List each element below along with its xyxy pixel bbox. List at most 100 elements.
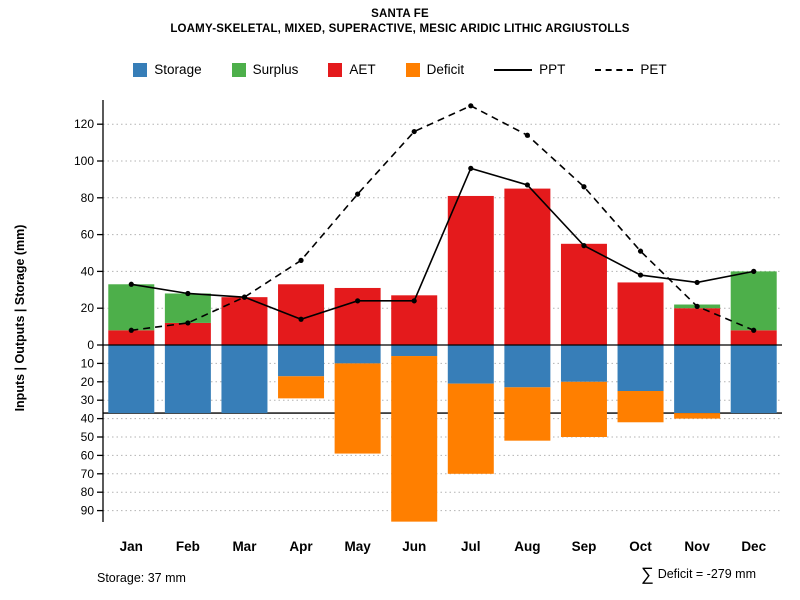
legend-label-storage: Storage [154,62,202,77]
x-label-nov: Nov [684,539,710,554]
pet-point-dec [751,327,757,333]
legend-item-ppt: PPT [494,62,565,77]
y-tick-label: 100 [74,154,94,168]
surplus-swatch-icon [231,62,246,77]
pet-point-sep [581,184,587,190]
ppt-point-jan [128,281,134,287]
pet-point-jan [128,327,134,333]
bar-aet-aug [504,188,551,345]
chart-legend: Storage Surplus AET Deficit PPT PET [0,62,800,77]
bar-surplus-dec [730,271,777,331]
deficit-sum-label: Deficit = -279 mm [657,567,756,581]
pet-point-aug [524,132,530,138]
x-label-feb: Feb [176,539,200,554]
bar-aet-jul [447,195,494,345]
bar-storage-mar [221,345,268,414]
legend-label-pet: PET [640,62,667,77]
y-tick-label: 40 [81,412,95,426]
bar-aet-feb [164,322,211,345]
bar-aet-dec [730,330,777,345]
bar-storage-apr [278,345,325,377]
ppt-line [131,167,754,321]
ppt-point-oct [637,272,644,278]
bar-surplus-jan [108,284,155,331]
bar-deficit-nov [674,413,721,419]
ppt-line-sample-icon [494,68,533,71]
bar-storage-oct [617,345,664,391]
pet-line [131,104,755,332]
pet-line-sample-icon [595,68,634,71]
bar-aet-mar [221,297,268,345]
bar-storage-jul [447,345,494,384]
y-tick-label: 80 [81,485,95,499]
legend-item-deficit: Deficit [405,62,465,77]
legend-item-pet: PET [595,62,667,77]
y-tick-label: 60 [81,448,95,462]
storage-footnote: Storage: 37 mm [97,571,186,585]
pet-point-apr [298,257,304,263]
pet-point-may [355,191,361,197]
bar-deficit-aug [504,387,551,441]
y-tick-label: 20 [81,375,95,389]
legend-label-surplus: Surplus [252,62,299,77]
bar-aet-jan [108,330,155,345]
legend-item-surplus: Surplus [231,62,299,77]
bar-deficit-may [334,363,381,454]
bar-deficit-jul [447,383,494,474]
bar-aet-may [334,287,381,345]
bar-aet-sep [560,243,607,345]
legend-label-deficit: Deficit [426,62,465,77]
ppt-point-aug [524,182,530,188]
ppt-point-jun [411,298,417,304]
y-tick-label: 70 [81,467,95,481]
bar-storage-feb [164,345,211,414]
y-tick-label: 50 [81,430,95,444]
legend-item-storage: Storage [133,62,202,77]
y-tick-label: 30 [81,393,95,407]
bar-surplus-feb [164,293,211,323]
x-label-aug: Aug [514,539,540,554]
bar-deficit-jun [391,356,438,522]
bar-aet-oct [617,282,664,345]
pet-point-jun [411,128,417,135]
ppt-point-feb [185,290,191,297]
bar-storage-jan [108,345,155,414]
pet-point-feb [185,320,191,326]
bar-storage-dec [730,345,777,414]
x-label-may: May [344,539,371,554]
y-tick-label: 90 [81,504,95,518]
sigma-symbol: ∑ [640,564,654,584]
y-tick-label: 120 [74,117,94,131]
bar-deficit-sep [560,381,607,437]
ppt-point-nov [694,279,700,286]
legend-label-aet: AET [349,62,376,77]
bar-storage-nov [674,345,721,414]
bar-deficit-oct [617,391,664,423]
chart-title: SANTA FE [371,8,429,20]
x-label-dec: Dec [741,539,766,554]
y-tick-label: 20 [81,301,95,315]
x-label-mar: Mar [232,539,257,554]
x-label-apr: Apr [289,539,313,554]
deficit-footnote: ∑ Deficit = -279 mm [641,565,756,583]
ppt-point-may [355,298,361,304]
y-tick-label: 80 [81,191,95,205]
ppt-point-jul [468,165,474,171]
bar-aet-nov [674,308,721,345]
y-tick-label: 10 [81,356,95,370]
aet-swatch-icon [328,62,343,77]
bar-storage-jun [391,345,438,357]
x-label-jul: Jul [461,539,481,554]
storage-swatch-icon [133,62,148,77]
legend-label-ppt: PPT [539,62,566,77]
pet-point-nov [694,303,700,309]
bar-storage-sep [560,345,607,382]
y-axis-title: Inputs | Outputs | Storage (mm) [13,225,27,412]
y-tick-label: 40 [81,264,95,278]
bar-storage-may [334,345,381,364]
deficit-swatch-icon [405,62,420,77]
ppt-point-sep [581,243,587,249]
ppt-point-apr [298,316,304,322]
